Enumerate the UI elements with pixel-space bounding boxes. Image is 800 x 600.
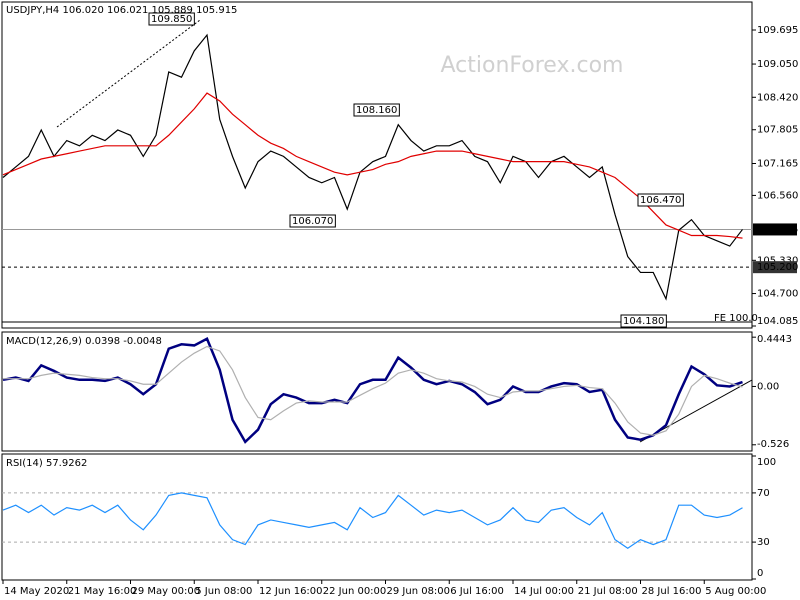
y-tick-label: 108.420 [757, 92, 798, 103]
y-tick-label: 104.085 [757, 316, 798, 327]
chart-title: USDJPY,H4 106.020 106.021 105.889 105.91… [6, 5, 237, 16]
x-tick-label: 29 Jun 08:00 [387, 586, 451, 597]
y-tick-label: 109.050 [757, 59, 798, 70]
y-tick-label: 0 [757, 568, 763, 579]
annotation-box [620, 314, 667, 328]
x-tick-label: 12 Jun 16:00 [259, 586, 323, 597]
trend-line [56, 19, 201, 128]
macd-title: MACD(12,26,9) 0.0398 -0.0048 [6, 336, 162, 347]
y-tick-label: 105.330 [757, 255, 798, 266]
x-tick-label: 6 Jul 16:00 [450, 586, 504, 597]
series-line [2, 33, 743, 301]
y-tick-label: -0.526 [757, 439, 789, 450]
annotation: 109.850 [151, 14, 192, 25]
x-tick-label: 28 Jul 16:00 [642, 586, 702, 597]
annotation: FE 100.0 [714, 313, 758, 324]
y-tick-label: 30 [757, 537, 770, 548]
y-tick-label: 104.700 [757, 289, 798, 300]
y-tick-label: 107.165 [757, 158, 798, 169]
macd-panel [1, 331, 753, 452]
y-tick-label: 100 [757, 457, 776, 468]
y-tick-label: 109.695 [757, 25, 798, 36]
annotation: 106.070 [292, 216, 333, 227]
x-tick-label: 5 Jun 08:00 [195, 586, 252, 597]
x-tick-label: 22 Jun 00:00 [323, 586, 387, 597]
rsi-panel [1, 453, 753, 581]
y-tick-label: 70 [757, 488, 770, 499]
annotation-box [148, 12, 195, 26]
annotation: 104.180 [623, 316, 664, 327]
series-line [2, 337, 743, 444]
x-tick-label: 14 Jul 00:00 [514, 586, 574, 597]
x-tick-label: 29 May 00:00 [132, 586, 201, 597]
x-tick-label: 21 Jul 08:00 [578, 586, 638, 597]
rsi-title: RSI(14) 57.9262 [6, 458, 87, 469]
series-line [2, 92, 743, 239]
y-tick-label: 106.560 [757, 190, 798, 201]
y-tick-label: 0.00 [757, 381, 779, 392]
level-label: 105.915 [757, 224, 798, 235]
series-line [3, 345, 743, 436]
annotation-box [353, 103, 400, 117]
level-box [753, 223, 797, 236]
annotation: 106.470 [640, 195, 681, 206]
level-label: 105.200 [757, 262, 798, 273]
x-tick-label: 5 Aug 00:00 [705, 586, 766, 597]
y-tick-label: 107.805 [757, 125, 798, 136]
x-tick-label: 21 May 16:00 [68, 586, 137, 597]
x-tick-label: 14 May 2020 [4, 586, 69, 597]
level-box [753, 261, 797, 274]
series-line [2, 492, 743, 549]
price-panel [1, 1, 753, 329]
watermark: ActionForex.com [441, 53, 624, 78]
annotation-box [289, 214, 336, 228]
annotation-box [637, 193, 684, 207]
y-tick-label: 0.4443 [757, 334, 792, 345]
annotation: 108.160 [356, 105, 397, 116]
